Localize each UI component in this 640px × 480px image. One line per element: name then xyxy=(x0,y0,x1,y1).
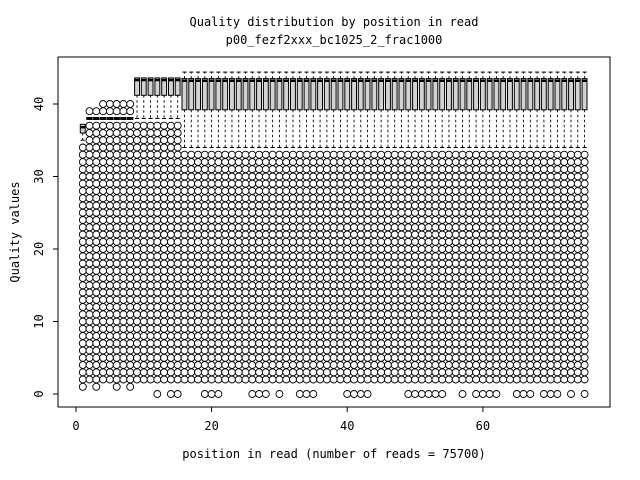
y-tick-label: 20 xyxy=(32,242,46,256)
x-axis-ticks: 0 20 40 60 xyxy=(72,407,490,433)
chart-subtitle: p00_fezf2xxx_bc1025_2_frac1000 xyxy=(226,33,443,47)
y-tick-label: 40 xyxy=(32,97,46,111)
x-tick-label: 20 xyxy=(204,419,218,433)
x-tick-label: 0 xyxy=(72,419,79,433)
y-tick-label: 0 xyxy=(32,390,46,397)
x-tick-label: 60 xyxy=(476,419,490,433)
y-axis-ticks: 0 10 20 30 40 xyxy=(32,97,58,398)
y-axis-label: Quality values xyxy=(8,181,22,282)
whiskers-layer xyxy=(80,71,587,148)
y-tick-label: 10 xyxy=(32,314,46,328)
y-tick-label: 30 xyxy=(32,169,46,183)
outlier-circles-layer xyxy=(78,100,589,398)
boxes-layer xyxy=(79,77,588,134)
x-tick-label: 40 xyxy=(340,419,354,433)
chart-title: Quality distribution by position in read xyxy=(190,15,479,29)
x-axis-label: position in read (number of reads = 7570… xyxy=(182,447,485,461)
plot-frame xyxy=(57,56,611,408)
